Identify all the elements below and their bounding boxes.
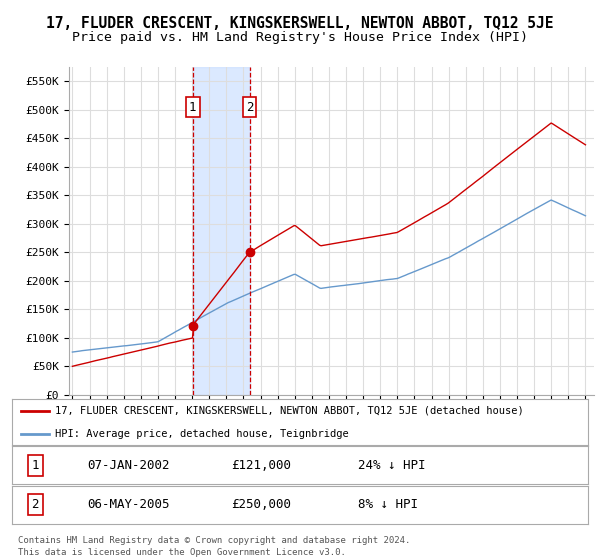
- Text: Price paid vs. HM Land Registry's House Price Index (HPI): Price paid vs. HM Land Registry's House …: [72, 31, 528, 44]
- Text: 17, FLUDER CRESCENT, KINGSKERSWELL, NEWTON ABBOT, TQ12 5JE (detached house): 17, FLUDER CRESCENT, KINGSKERSWELL, NEWT…: [55, 406, 524, 416]
- Text: £121,000: £121,000: [231, 459, 291, 472]
- Text: 17, FLUDER CRESCENT, KINGSKERSWELL, NEWTON ABBOT, TQ12 5JE: 17, FLUDER CRESCENT, KINGSKERSWELL, NEWT…: [46, 16, 554, 31]
- Text: £250,000: £250,000: [231, 498, 291, 511]
- Text: 24% ↓ HPI: 24% ↓ HPI: [358, 459, 425, 472]
- Text: Contains HM Land Registry data © Crown copyright and database right 2024.: Contains HM Land Registry data © Crown c…: [18, 536, 410, 545]
- Text: 2: 2: [31, 498, 39, 511]
- Text: 07-JAN-2002: 07-JAN-2002: [87, 459, 169, 472]
- Text: 06-MAY-2005: 06-MAY-2005: [87, 498, 169, 511]
- Text: 2: 2: [246, 101, 253, 114]
- Text: This data is licensed under the Open Government Licence v3.0.: This data is licensed under the Open Gov…: [18, 548, 346, 557]
- Text: 1: 1: [189, 101, 196, 114]
- Bar: [193, 67, 250, 395]
- Text: 1: 1: [31, 459, 39, 472]
- Text: 8% ↓ HPI: 8% ↓ HPI: [358, 498, 418, 511]
- Text: HPI: Average price, detached house, Teignbridge: HPI: Average price, detached house, Teig…: [55, 429, 349, 438]
